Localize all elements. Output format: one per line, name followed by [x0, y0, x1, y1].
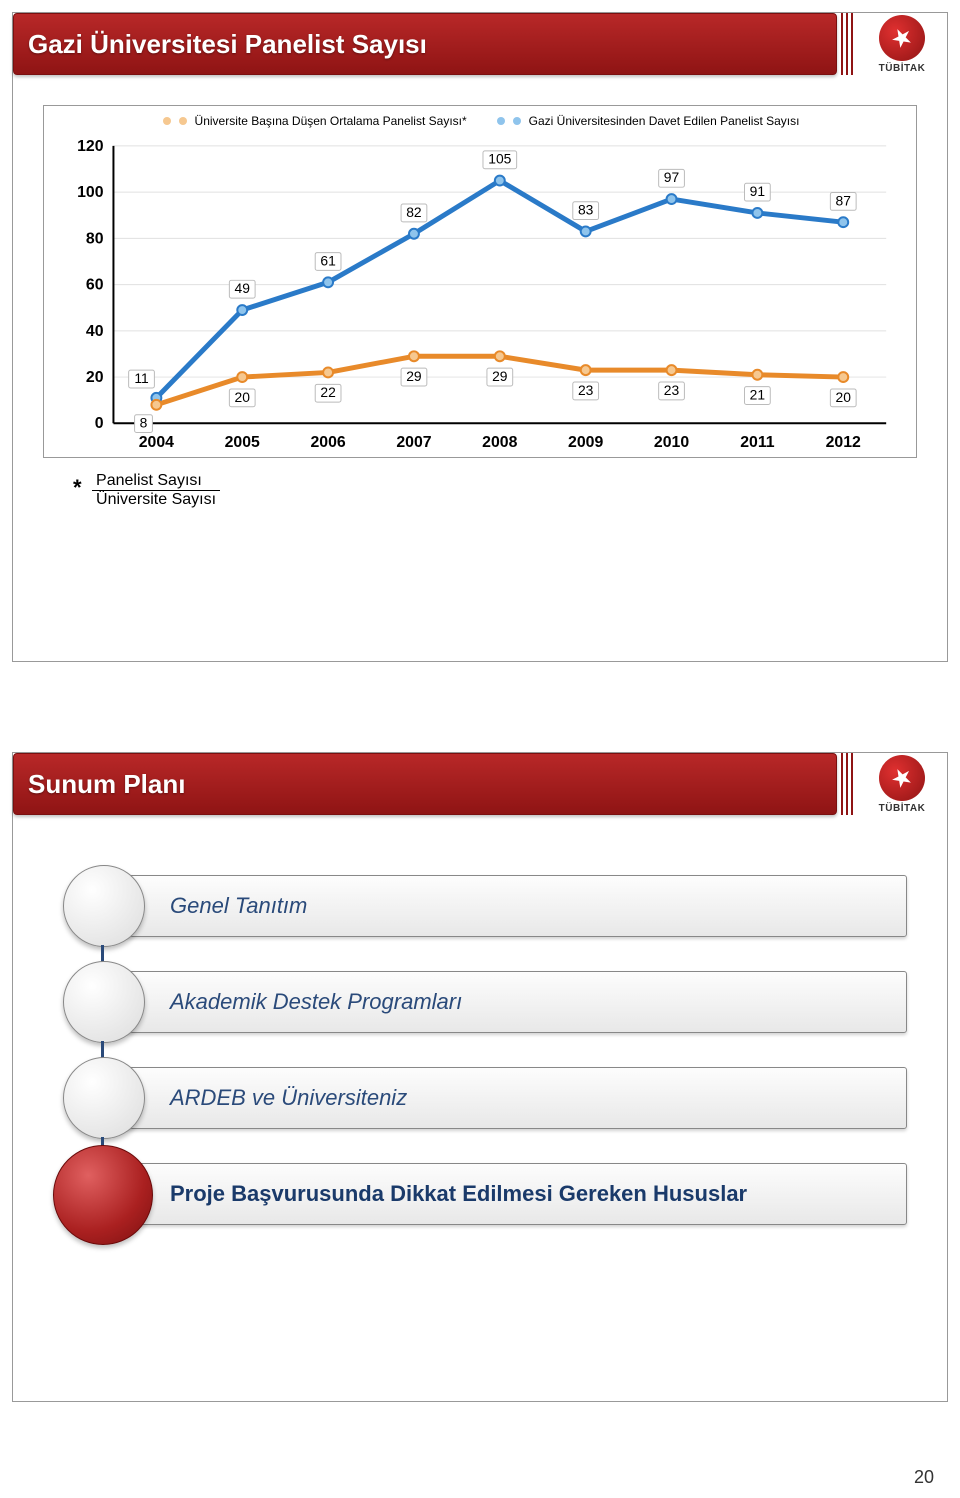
svg-text:8: 8	[140, 415, 148, 431]
svg-text:22: 22	[320, 384, 336, 400]
svg-text:2006: 2006	[310, 434, 345, 451]
flow-label: Genel Tanıtım	[170, 893, 307, 919]
flow-item: ARDEB ve Üniversiteniz	[53, 1067, 907, 1129]
slide-2: Sunum Planı TÜBİTAK Genel Tanıtım Akademi…	[12, 752, 948, 1402]
svg-text:61: 61	[320, 252, 336, 268]
flow-circle	[63, 1057, 145, 1139]
tubitak-logo-2: TÜBİTAK	[857, 753, 947, 815]
flow-bar: ARDEB ve Üniversiteniz	[117, 1067, 907, 1129]
flow-area: Genel Tanıtım Akademik Destek Programları…	[13, 815, 947, 1329]
legend-swatch-gazi	[495, 116, 523, 126]
slide1-title-bar: Gazi Üniversitesi Panelist Sayısı	[13, 13, 837, 75]
flow-label: ARDEB ve Üniversiteniz	[170, 1085, 407, 1111]
flow-bar: Genel Tanıtım	[117, 875, 907, 937]
footnote: * Panelist Sayısı Üniversite Sayısı	[73, 472, 917, 510]
flow-label: Akademik Destek Programları	[170, 989, 462, 1015]
svg-text:21: 21	[750, 387, 766, 403]
svg-text:23: 23	[578, 382, 594, 398]
svg-text:91: 91	[750, 183, 766, 199]
svg-text:11: 11	[134, 370, 149, 386]
svg-text:20: 20	[235, 389, 251, 405]
svg-text:2004: 2004	[139, 434, 174, 451]
legend-label-avg: Üniversite Başına Düşen Ortalama Panelis…	[195, 114, 467, 128]
slide1-header: Gazi Üniversitesi Panelist Sayısı TÜBİTA…	[13, 13, 947, 75]
legend-label-gazi: Gazi Üniversitesinden Davet Edilen Panel…	[529, 114, 800, 128]
legend-item-avg: Üniversite Başına Düşen Ortalama Panelis…	[161, 114, 467, 128]
flow-item: Genel Tanıtım	[53, 875, 907, 937]
svg-text:82: 82	[406, 204, 422, 220]
flow-circle	[63, 961, 145, 1043]
svg-text:2010: 2010	[654, 434, 689, 451]
logo-text: TÜBİTAK	[879, 63, 926, 74]
svg-text:83: 83	[578, 202, 594, 218]
chart-legend: Üniversite Başına Düşen Ortalama Panelis…	[54, 114, 906, 128]
svg-text:49: 49	[235, 280, 251, 296]
slide-1: Gazi Üniversitesi Panelist Sayısı TÜBİTA…	[12, 12, 948, 662]
svg-text:100: 100	[77, 184, 104, 201]
svg-text:0: 0	[95, 415, 104, 432]
svg-text:23: 23	[664, 382, 680, 398]
svg-text:87: 87	[836, 192, 852, 208]
svg-text:29: 29	[492, 368, 508, 384]
svg-text:2011: 2011	[740, 434, 775, 451]
logo-icon	[879, 15, 925, 61]
legend-swatch-avg	[161, 116, 189, 126]
slide1-title: Gazi Üniversitesi Panelist Sayısı	[28, 29, 427, 60]
svg-text:20: 20	[836, 389, 852, 405]
svg-text:20: 20	[86, 369, 104, 386]
slide2-title-bar: Sunum Planı	[13, 753, 837, 815]
svg-text:97: 97	[664, 169, 680, 185]
flow-circle-active	[53, 1145, 153, 1245]
legend-item-gazi: Gazi Üniversitesinden Davet Edilen Panel…	[495, 114, 800, 128]
svg-text:29: 29	[406, 368, 422, 384]
page-number: 20	[914, 1467, 934, 1488]
svg-text:2012: 2012	[826, 434, 861, 451]
footnote-numer: Panelist Sayısı	[92, 472, 220, 491]
svg-text:2009: 2009	[568, 434, 603, 451]
svg-text:80: 80	[86, 230, 104, 247]
logo-icon-2	[879, 755, 925, 801]
svg-text:120: 120	[77, 138, 104, 155]
header-stripes-2	[841, 753, 853, 815]
slide2-header: Sunum Planı TÜBİTAK	[13, 753, 947, 815]
svg-text:2005: 2005	[225, 434, 260, 451]
svg-text:105: 105	[488, 151, 511, 167]
svg-text:40: 40	[86, 323, 104, 340]
flow-circle	[63, 865, 145, 947]
svg-text:2008: 2008	[482, 434, 517, 451]
chart-frame: Üniversite Başına Düşen Ortalama Panelis…	[43, 105, 917, 458]
flow-item: Akademik Destek Programları	[53, 971, 907, 1033]
svg-text:60: 60	[86, 277, 104, 294]
flow-bar: Proje Başvurusunda Dikkat Edilmesi Gerek…	[117, 1163, 907, 1225]
flow-bar: Akademik Destek Programları	[117, 971, 907, 1033]
flow-label: Proje Başvurusunda Dikkat Edilmesi Gerek…	[170, 1181, 747, 1207]
flow-item: Proje Başvurusunda Dikkat Edilmesi Gerek…	[53, 1163, 907, 1225]
footnote-fraction: Panelist Sayısı Üniversite Sayısı	[92, 472, 220, 510]
header-stripes	[841, 13, 853, 75]
svg-text:2007: 2007	[396, 434, 431, 451]
footnote-denom: Üniversite Sayısı	[92, 491, 220, 509]
footnote-star: *	[73, 475, 82, 500]
slide2-title: Sunum Planı	[28, 769, 185, 800]
line-chart: 0 20 40 60 80 100 120 2004 2005 2006 2007 2008 2009 2…	[54, 136, 906, 453]
tubitak-logo: TÜBİTAK	[857, 13, 947, 75]
logo-text-2: TÜBİTAK	[879, 803, 926, 814]
